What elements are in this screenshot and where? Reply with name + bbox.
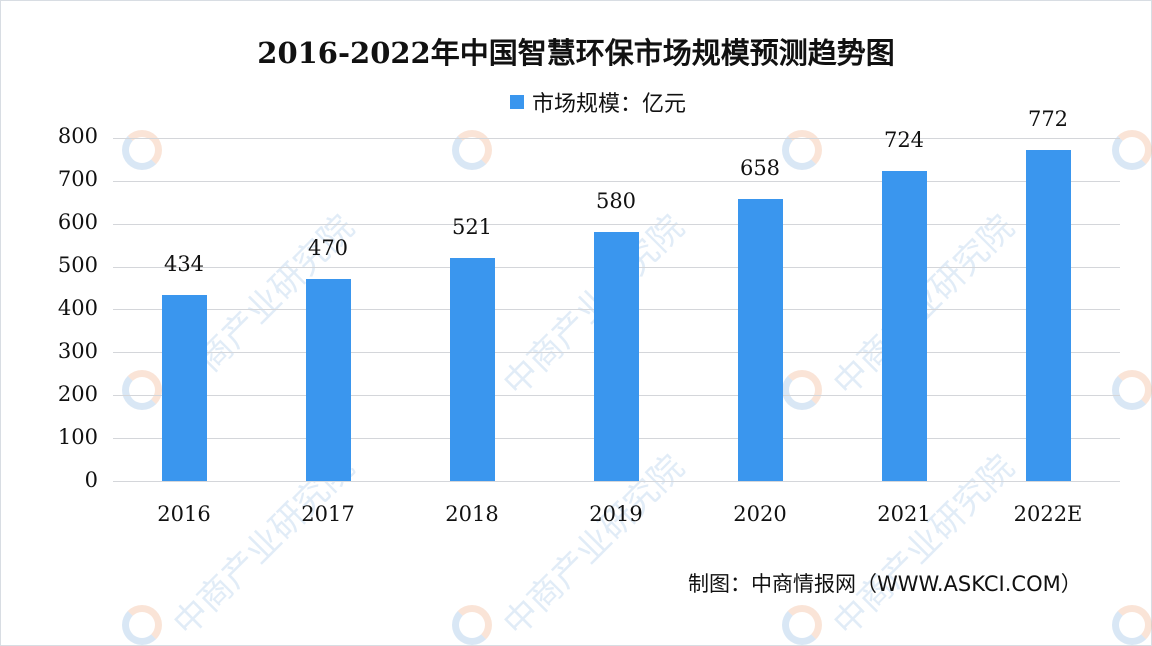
y-tick-label: 100 xyxy=(57,425,98,449)
data-label: 470 xyxy=(307,236,349,260)
x-tick-label: 2018 xyxy=(445,502,499,526)
bar-2019 xyxy=(594,232,639,481)
x-tick-label: 2017 xyxy=(301,502,355,526)
y-tick-label: 200 xyxy=(57,382,98,406)
source-note: 制图：中商情报网（WWW.ASKCI.COM） xyxy=(688,572,1082,596)
legend-label: 市场规模：亿元 xyxy=(532,92,687,117)
gridline xyxy=(113,224,1120,225)
data-label: 724 xyxy=(883,128,925,152)
bar-2016 xyxy=(162,295,207,481)
data-label: 772 xyxy=(1027,107,1069,131)
bar-2022e xyxy=(1026,150,1071,481)
legend-swatch-icon xyxy=(510,95,524,109)
x-tick-label: 2021 xyxy=(877,502,931,526)
chart-title: 2016-2022年中国智慧环保市场规模预测趋势图 xyxy=(257,36,895,70)
y-tick-label: 400 xyxy=(57,296,98,320)
bar-2020 xyxy=(738,199,783,481)
gridline xyxy=(113,138,1120,139)
x-tick-label: 2016 xyxy=(157,502,211,526)
data-label: 434 xyxy=(163,252,205,276)
bar-2017 xyxy=(306,279,351,481)
legend: 市场规模：亿元 xyxy=(510,86,686,118)
bar-2021 xyxy=(882,171,927,481)
data-label: 658 xyxy=(739,156,781,180)
x-axis-line xyxy=(113,481,1120,482)
data-label: 580 xyxy=(595,189,637,213)
y-tick-label: 0 xyxy=(84,468,98,492)
data-label: 521 xyxy=(451,215,493,239)
y-tick-label: 500 xyxy=(57,253,98,277)
bar-2018 xyxy=(450,258,495,481)
x-tick-label: 2020 xyxy=(733,502,787,526)
y-tick-label: 600 xyxy=(57,210,98,234)
plot-area: 434 470 521 580 658 724 772 xyxy=(113,107,1120,482)
y-tick-label: 800 xyxy=(57,124,98,148)
x-tick-label: 2022E xyxy=(1013,502,1083,526)
gridline xyxy=(113,181,1120,182)
y-tick-label: 300 xyxy=(57,339,98,363)
y-tick-label: 700 xyxy=(57,167,98,191)
x-tick-label: 2019 xyxy=(589,502,643,526)
